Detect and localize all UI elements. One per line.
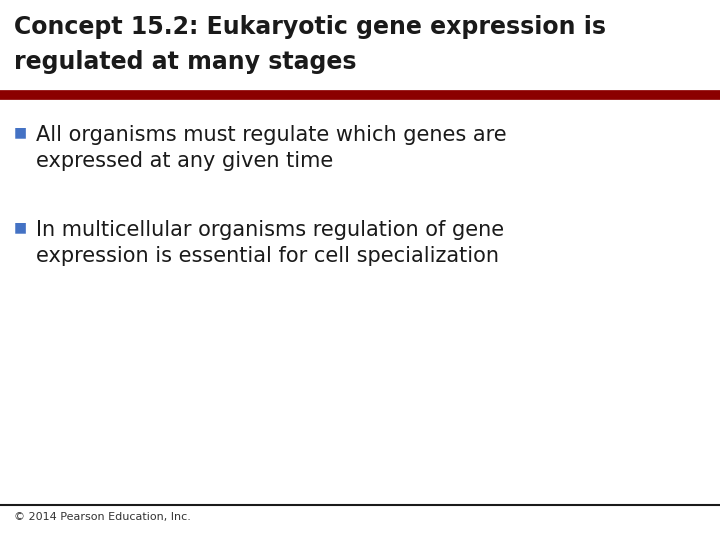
Text: In multicellular organisms regulation of gene: In multicellular organisms regulation of… — [36, 220, 504, 240]
Text: All organisms must regulate which genes are: All organisms must regulate which genes … — [36, 125, 507, 145]
Text: © 2014 Pearson Education, Inc.: © 2014 Pearson Education, Inc. — [14, 512, 191, 522]
Text: ■: ■ — [14, 125, 27, 139]
Text: expressed at any given time: expressed at any given time — [36, 151, 333, 171]
Text: regulated at many stages: regulated at many stages — [14, 50, 356, 74]
Text: ■: ■ — [14, 220, 27, 234]
Text: Concept 15.2: Eukaryotic gene expression is: Concept 15.2: Eukaryotic gene expression… — [14, 15, 606, 39]
Text: expression is essential for cell specialization: expression is essential for cell special… — [36, 246, 499, 266]
